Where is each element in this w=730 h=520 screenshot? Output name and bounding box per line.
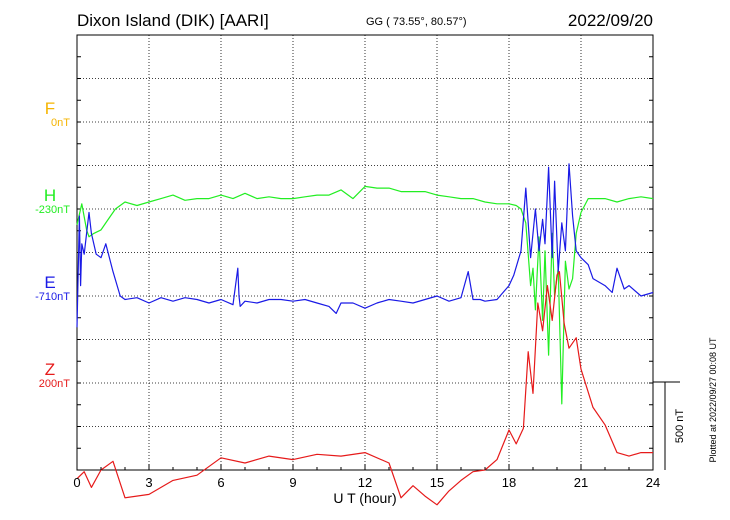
- plotted-note: Plotted at 2022/09/27 00:08 UT: [708, 337, 718, 463]
- x-tick-label: 18: [502, 475, 516, 490]
- x-tick-label: 6: [217, 475, 224, 490]
- x-axis: 0 3 6 9 12 15 18 21 24: [73, 464, 660, 490]
- traces: [76, 163, 654, 506]
- series-line-h: [76, 185, 654, 405]
- series-baseline-e: -710nT: [35, 291, 70, 303]
- series-baseline-f: 0nT: [51, 117, 70, 129]
- series-name-f: F: [45, 99, 55, 118]
- x-tick-label: 0: [73, 475, 80, 490]
- x-axis-label: U T (hour): [333, 490, 396, 506]
- series-baseline-h: -230nT: [35, 204, 70, 216]
- series-line-z: [76, 271, 653, 506]
- x-tick-label: 21: [574, 475, 588, 490]
- grid: [77, 34, 653, 471]
- series-name-z: Z: [45, 360, 55, 379]
- scale-bar: 500 nT: [653, 381, 686, 470]
- x-tick-label: 24: [646, 475, 660, 490]
- x-tick-label: 15: [430, 475, 444, 490]
- x-tick-label: 3: [145, 475, 152, 490]
- series-name-h: H: [44, 186, 56, 205]
- x-tick-label: 12: [358, 475, 372, 490]
- series-baseline-z: 200nT: [39, 378, 70, 390]
- series-name-e: E: [44, 273, 55, 292]
- scale-bar-label: 500 nT: [674, 409, 686, 444]
- station-coordinates: GG ( 73.55°, 80.57°): [366, 16, 467, 28]
- plot-date: 2022/09/20: [568, 11, 653, 30]
- series-line-e: [76, 163, 654, 328]
- station-title: Dixon Island (DIK) [AARI]: [77, 11, 269, 30]
- x-tick-label: 9: [289, 475, 296, 490]
